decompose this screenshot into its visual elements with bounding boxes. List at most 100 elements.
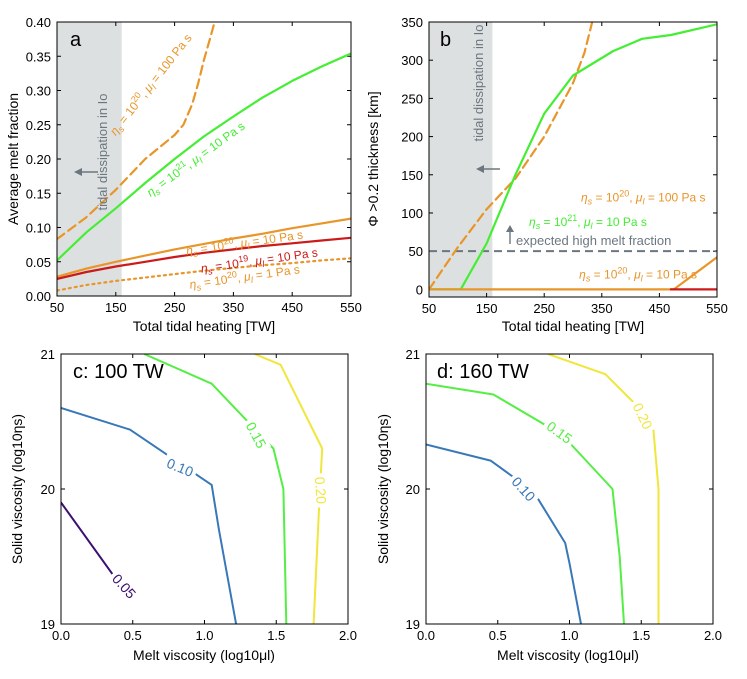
panel-c-frame [60, 353, 349, 625]
panel-b-reference-arrowhead [506, 225, 514, 232]
panel-b-xtick-label: 350 [591, 301, 613, 316]
panel-c-contour-label-bg [106, 568, 142, 605]
panel-d-contour-label-bg [506, 471, 541, 507]
panel-c-contour-label-bg [311, 472, 330, 508]
panel-a-ylabel: Average melt fraction [5, 93, 21, 225]
panel-b-ticks: 50 150 250 350 450 550 0 50 100 150 200 250 300 350 [401, 15, 728, 316]
panel-b-ytick-label: 100 [401, 206, 423, 221]
panel-b: 50 150 250 350 450 550 0 50 100 150 200 250 300 350 e… [365, 15, 728, 334]
panel-c-contour-label: 0.10 [164, 455, 195, 480]
panel-c-contour-label-bg [241, 416, 272, 454]
panel-a-ytick-label: 0.00 [26, 289, 51, 304]
panel-c-xtick-label: 1.0 [195, 628, 213, 643]
panel-a-xlabel: Total tidal heating [TW] [133, 318, 275, 334]
panel-d-frame [425, 353, 714, 625]
panel-a-series-line-0 [57, 22, 216, 241]
panel-c-ticks: 0.0 0.5 1.0 1.5 2.0 19 20 21 [41, 347, 358, 643]
panel-b-shade-label: tidal dissipation in Io [471, 24, 486, 141]
panel-d-ytick-label: 20 [406, 482, 420, 497]
panel-b-xtick-label: 550 [706, 301, 728, 316]
panel-a: 50 150 250 350 450 550 0.00 0.05 0.10 0.15 0.20 0.2… [5, 15, 362, 334]
panel-c-ylabel-text: Solid viscosity (log10ηs) [9, 414, 25, 564]
panel-b-annotation-2: ηs​ = 1020​, μl​ = 10 Pa s [579, 266, 697, 284]
panel-a-annotation-1: ηs​ = 1021​, μl​ = 10 Pa s [143, 117, 249, 201]
panel-c: 0.0 0.5 1.0 1.5 2.0 19 20 21 0.050.100.150.20 c… [9, 347, 357, 663]
panel-b-ytick-label: 250 [401, 91, 423, 106]
panel-d-xtick-label: 1.5 [632, 628, 650, 643]
panel-b-xtick-label: 450 [649, 301, 671, 316]
panel-b-series-line-1 [429, 23, 717, 291]
panel-d-contour-label-bg [540, 415, 578, 449]
panel-d-ticks: 0.0 0.5 1.0 1.5 2.0 19 20 21 [406, 347, 723, 643]
panel-a-frame [56, 21, 352, 297]
panel-a-annotation-4: ηs​ = 1020​, μl​ = 1 Pa s [188, 260, 301, 293]
panel-b-annotation-0: ηs​ = 1020​, μl​ = 100 Pa s [581, 189, 706, 207]
panel-a-xtick-label: 50 [50, 300, 64, 315]
panel-b-shade-arrowhead [476, 165, 484, 173]
panel-d-ylabel: Solid viscosity (log10ηs) [375, 414, 391, 564]
panel-a-series-line-2 [57, 217, 351, 278]
panel-a-shade [57, 22, 122, 296]
panel-c-xtick-label: 0.5 [124, 628, 142, 643]
panel-b-frame [428, 21, 718, 298]
panel-b-ytick-label: 200 [401, 130, 423, 145]
panel-d-contour-0.15 [426, 382, 625, 624]
panel-d-ylabel-text: Solid viscosity (log10ηs) [375, 414, 391, 564]
panel-d-ytick-label: 21 [406, 347, 420, 362]
panel-b-reference-label: expected high melt fraction [516, 233, 671, 248]
panel-b-series [429, 22, 717, 291]
panel-c-xlabel: Melt viscosity (log10μl) [133, 647, 275, 663]
panel-c-xtick-label: 0.0 [52, 628, 70, 643]
panel-a-xtick-label: 550 [340, 300, 362, 315]
panel-d-label: d: 160 TW [437, 361, 529, 383]
panel-d-xtick-label: 0.0 [417, 628, 435, 643]
panel-a-label: a [70, 29, 82, 51]
panel-b-annotation-1: ηs​ = 1021​, μl​ = 10 Pa s [529, 213, 647, 231]
panel-a-ytick-label: 0.05 [26, 255, 51, 270]
panel-a-ytick-label: 0.25 [26, 118, 51, 133]
panel-a-ytick-label: 0.40 [26, 15, 51, 30]
panel-b-xlabel: Total tidal heating [TW] [502, 318, 644, 334]
panel-d: 0.0 0.5 1.0 1.5 2.0 19 20 21 0.100.150.20 d: 16… [375, 347, 722, 663]
panel-b-xtick-label: 250 [533, 301, 555, 316]
panel-c-ylabel: Solid viscosity (log10ηs) [9, 414, 25, 564]
panel-c-contour-0.20 [254, 354, 324, 624]
panel-d-xtick-label: 0.5 [489, 628, 507, 643]
panel-c-contour-0.15 [143, 354, 288, 624]
panel-d-contours: 0.100.150.20 [426, 354, 660, 624]
panel-a-ytick-label: 0.30 [26, 84, 51, 99]
panel-a-series-line-4 [57, 257, 351, 292]
panel-b-ytick-label: 0 [416, 282, 423, 297]
panel-c-xtick-label: 1.5 [267, 628, 285, 643]
panel-b-ytick-label: 300 [401, 53, 423, 68]
panel-a-shade-label: tidal dissipation in Io [95, 93, 110, 210]
panel-b-xtick-label: 50 [422, 301, 436, 316]
panel-d-ytick-label: 19 [406, 617, 420, 632]
panel-a-annotation-3: ηs​ = 1019​, μl​ = 10 Pa s [200, 243, 319, 277]
panel-b-annotations: ηs​ = 1020​, μl​ = 100 Pa s ηs​ = 1021​, … [529, 189, 705, 284]
panel-d-contour-label-bg [628, 397, 658, 435]
panel-c-ytick-label: 20 [41, 482, 55, 497]
panel-d-xlabel: Melt viscosity (log10μl) [497, 647, 639, 663]
panel-b-ytick-label: 350 [401, 15, 423, 30]
panel-d-contour-0.10 [426, 443, 582, 624]
panel-a-annotations: ηs​ = 1020​, μl​ = 100 Pa sηs​ = 1021​, … [107, 31, 319, 293]
panel-c-xlabel-text: Melt viscosity (log10μl) [133, 647, 275, 663]
panel-a-xtick-label: 150 [105, 300, 127, 315]
panel-a-xtick-label: 250 [164, 300, 186, 315]
panel-a-shade-arrowhead [74, 168, 82, 176]
panel-c-ytick-label: 19 [41, 617, 55, 632]
panel-c-contours: 0.050.100.150.20 [61, 354, 330, 624]
panel-b-ytick-label: 150 [401, 168, 423, 183]
panel-a-ytick-label: 0.15 [26, 186, 51, 201]
panel-c-contour-0.10 [61, 407, 238, 624]
panel-d-contour-0.20 [547, 354, 660, 624]
panel-a-ytick-label: 0.10 [26, 221, 51, 236]
panel-a-series [57, 22, 351, 292]
panel-b-ytick-label: 50 [409, 244, 423, 259]
panel-d-xlabel-text: Melt viscosity (log10μl) [497, 647, 639, 663]
panel-a-ytick-label: 0.20 [26, 152, 51, 167]
panel-c-contour-label-bg [161, 453, 199, 482]
panel-a-xtick-label: 350 [223, 300, 245, 315]
